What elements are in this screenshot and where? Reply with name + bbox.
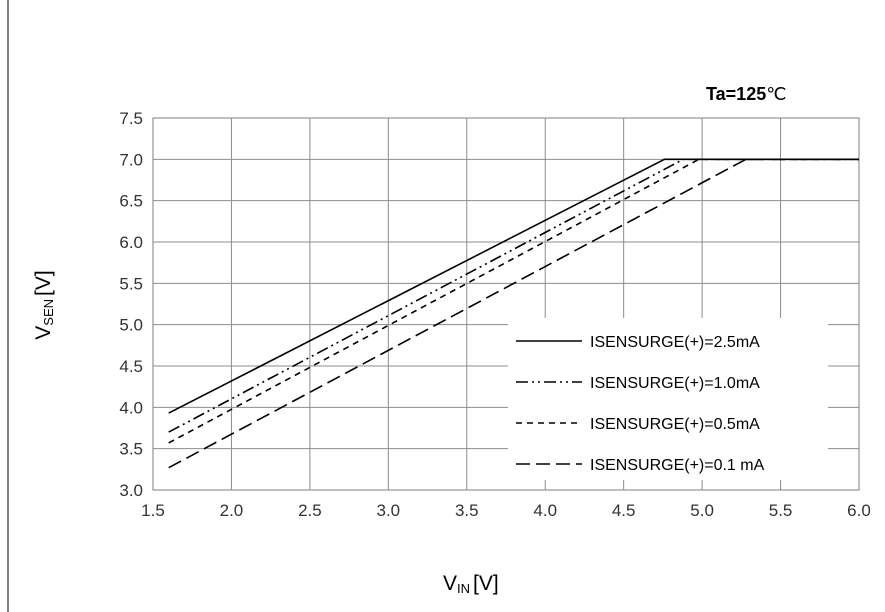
x-tick-label: 4.0 <box>533 501 557 520</box>
x-tick-label: 3.0 <box>377 501 401 520</box>
x-tick-label: 4.5 <box>612 501 636 520</box>
legend-label-0-5ma: ISENSURGE(+)=0.5mA <box>590 416 760 433</box>
series-line-3 <box>168 158 859 469</box>
y-tick-label: 7.5 <box>119 109 143 128</box>
x-tick-label: 5.5 <box>769 501 793 520</box>
legend-label-0-1ma: ISENSURGE(+)=0.1 mA <box>590 457 765 474</box>
y-axis-title: VSEN[V] <box>32 270 56 339</box>
series-layer <box>168 158 859 469</box>
y-tick-label: 3.0 <box>119 481 143 500</box>
legend-label-2-5ma: ISENSURGE(+)=2.5mA <box>590 334 760 351</box>
legend-label-1-0ma: ISENSURGE(+)=1.0mA <box>590 375 760 392</box>
y-tick-label: 5.5 <box>119 274 143 293</box>
series-line-2 <box>168 158 859 444</box>
y-tick-label: 3.5 <box>119 440 143 459</box>
y-tick-labels: 3.0 3.5 4.0 4.5 5.0 5.5 6.0 6.5 7.0 7.5 <box>119 109 143 500</box>
x-axis-title: VIN [V] <box>443 572 499 596</box>
y-tick-label: 6.0 <box>119 233 143 252</box>
legend-background <box>508 318 828 480</box>
x-tick-labels: 1.5 2.0 2.5 3.0 3.5 4.0 4.5 5.0 5.5 6.0 <box>141 501 871 520</box>
series-line-1 <box>168 158 859 433</box>
y-tick-label: 5.0 <box>119 316 143 335</box>
temperature-annotation: Ta=125℃ <box>706 84 786 104</box>
y-tick-label: 4.0 <box>119 398 143 417</box>
y-tick-label: 7.0 <box>119 150 143 169</box>
x-tick-label: 2.0 <box>220 501 244 520</box>
x-tick-label: 3.5 <box>455 501 479 520</box>
y-tick-label: 6.5 <box>119 192 143 211</box>
legend: ISENSURGE(+)=2.5mA ISENSURGE(+)=1.0mA IS… <box>508 318 828 480</box>
x-tick-label: 5.0 <box>690 501 714 520</box>
x-tick-label: 2.5 <box>298 501 322 520</box>
x-tick-label: 1.5 <box>141 501 165 520</box>
x-tick-label: 6.0 <box>847 501 871 520</box>
y-tick-label: 4.5 <box>119 357 143 376</box>
